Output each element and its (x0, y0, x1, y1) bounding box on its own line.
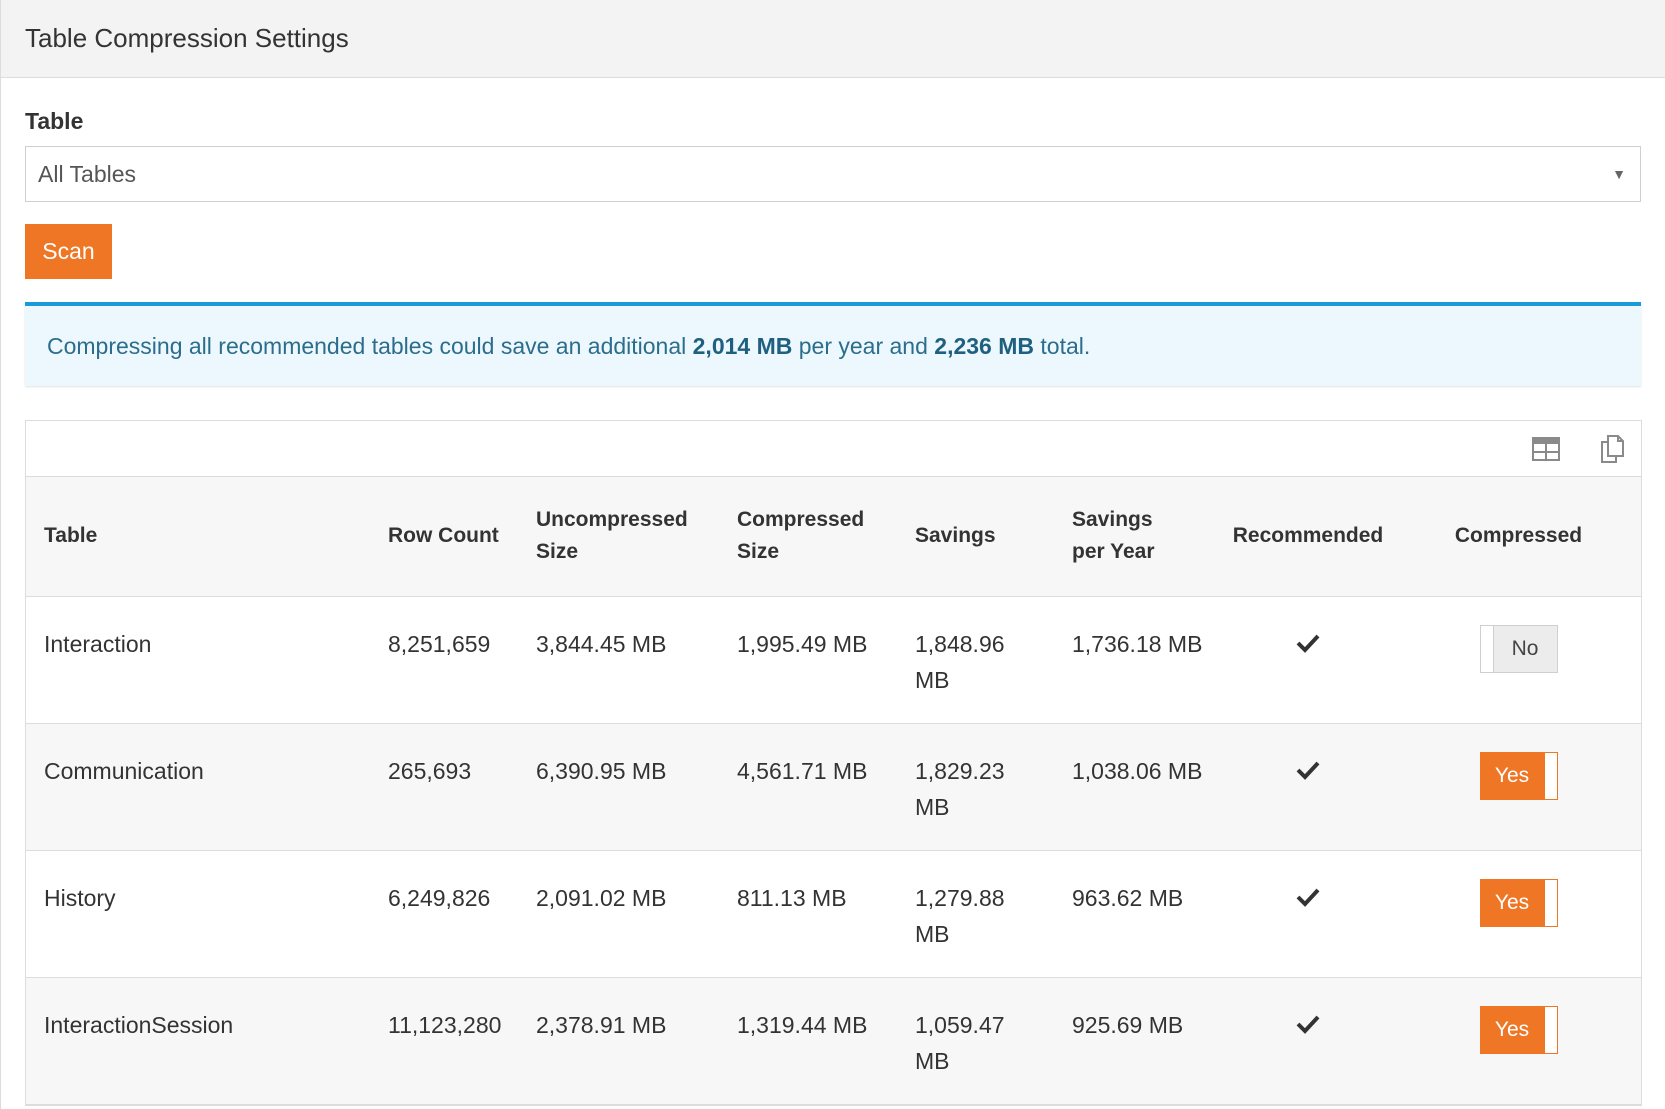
toggle-knob[interactable] (1543, 879, 1557, 926)
cell-recommended (1220, 723, 1396, 851)
cell-compressed: Yes (1396, 977, 1641, 1105)
compression-table: Table Row Count Uncompressed Size Compre… (26, 477, 1641, 1105)
column-header-compressed[interactable]: Compressed (1396, 477, 1641, 597)
table-export-icon[interactable] (1531, 434, 1561, 464)
cell-uncompressed-size: 6,390.95 MB (518, 723, 719, 851)
savings-alert: Compressing all recommended tables could… (25, 302, 1641, 386)
compression-grid: Table Row Count Uncompressed Size Compre… (25, 420, 1642, 1106)
column-header-row-count[interactable]: Row Count (370, 477, 518, 597)
alert-text: Compressing all recommended tables could… (47, 333, 1090, 360)
cell-savings: 1,279.88 MB (897, 850, 1054, 978)
cell-savings-per-year: 1,038.06 MB (1054, 723, 1220, 851)
cell-recommended (1220, 850, 1396, 978)
cell-savings: 1,848.96 MB (897, 596, 1054, 724)
panel-body: Table All Tables ▼ Scan Compressing all … (1, 106, 1665, 1106)
table-header-row: Table Row Count Uncompressed Size Compre… (26, 477, 1641, 597)
copy-icon[interactable] (1597, 434, 1627, 464)
compressed-toggle[interactable]: Yes (1479, 751, 1558, 800)
cell-uncompressed-size: 2,378.91 MB (518, 977, 719, 1105)
compressed-toggle[interactable]: No (1479, 624, 1558, 673)
panel-title: Table Compression Settings (25, 23, 349, 53)
toggle-knob[interactable] (1543, 752, 1557, 799)
toggle-label: Yes (1494, 890, 1530, 914)
cell-uncompressed-size: 3,844.45 MB (518, 596, 719, 724)
cell-recommended (1220, 977, 1396, 1105)
column-header-table[interactable]: Table (26, 477, 370, 597)
cell-recommended (1220, 596, 1396, 724)
compressed-toggle[interactable]: Yes (1479, 878, 1558, 927)
column-header-compressed-size[interactable]: Compressed Size (719, 477, 897, 597)
cell-compressed: No (1396, 596, 1641, 724)
compressed-toggle[interactable]: Yes (1479, 1005, 1558, 1054)
cell-compressed-size: 811.13 MB (719, 850, 897, 978)
table-row[interactable]: History 6,249,826 2,091.02 MB 811.13 MB … (26, 850, 1641, 978)
checkmark-icon (1296, 851, 1320, 917)
table-row[interactable]: Communication 265,693 6,390.95 MB 4,561.… (26, 723, 1641, 851)
cell-savings: 1,059.47 MB (897, 977, 1054, 1105)
alert-text-after: total. (1034, 332, 1091, 359)
alert-text-middle: per year and (792, 332, 935, 359)
checkmark-icon (1296, 597, 1320, 663)
toggle-knob[interactable] (1480, 625, 1494, 672)
cell-compressed: Yes (1396, 723, 1641, 851)
cell-savings-per-year: 925.69 MB (1054, 977, 1220, 1105)
cell-row-count: 8,251,659 (370, 596, 518, 724)
checkmark-icon (1296, 724, 1320, 790)
toggle-label: Yes (1494, 1017, 1530, 1041)
cell-savings-per-year: 963.62 MB (1054, 850, 1220, 978)
cell-table: Communication (26, 723, 370, 851)
cell-table: History (26, 850, 370, 978)
table-select[interactable]: All Tables ▼ (25, 146, 1641, 202)
chevron-down-icon: ▼ (1612, 166, 1626, 182)
table-row[interactable]: InteractionSession 11,123,280 2,378.91 M… (26, 977, 1641, 1105)
table-filter-label: Table (25, 108, 84, 134)
alert-total-value: 2,236 MB (934, 332, 1034, 359)
scan-button[interactable]: Scan (25, 224, 112, 279)
table-row[interactable]: Interaction 8,251,659 3,844.45 MB 1,995.… (26, 596, 1641, 724)
cell-row-count: 11,123,280 (370, 977, 518, 1105)
cell-savings: 1,829.23 MB (897, 723, 1054, 851)
cell-compressed-size: 1,995.49 MB (719, 596, 897, 724)
cell-row-count: 265,693 (370, 723, 518, 851)
column-header-recommended[interactable]: Recommended (1220, 477, 1396, 597)
cell-table: InteractionSession (26, 977, 370, 1105)
panel-header: Table Compression Settings (1, 0, 1665, 78)
toggle-label: No (1511, 636, 1539, 660)
toggle-label: Yes (1494, 763, 1530, 787)
alert-text-before: Compressing all recommended tables could… (47, 332, 693, 359)
checkmark-icon (1296, 978, 1320, 1044)
alert-per-year-value: 2,014 MB (692, 332, 793, 359)
cell-uncompressed-size: 2,091.02 MB (518, 850, 719, 978)
grid-actions (26, 421, 1641, 477)
cell-compressed: Yes (1396, 850, 1641, 978)
cell-compressed-size: 4,561.71 MB (719, 723, 897, 851)
cell-table: Interaction (26, 596, 370, 724)
cell-compressed-size: 1,319.44 MB (719, 977, 897, 1105)
column-header-savings-per-year[interactable]: Savings per Year (1054, 477, 1220, 597)
cell-savings-per-year: 1,736.18 MB (1054, 596, 1220, 724)
toggle-knob[interactable] (1543, 1006, 1557, 1053)
cell-row-count: 6,249,826 (370, 850, 518, 978)
table-select-value: All Tables (38, 160, 137, 187)
column-header-uncompressed-size[interactable]: Uncompressed Size (518, 477, 719, 597)
column-header-savings[interactable]: Savings (897, 477, 1054, 597)
